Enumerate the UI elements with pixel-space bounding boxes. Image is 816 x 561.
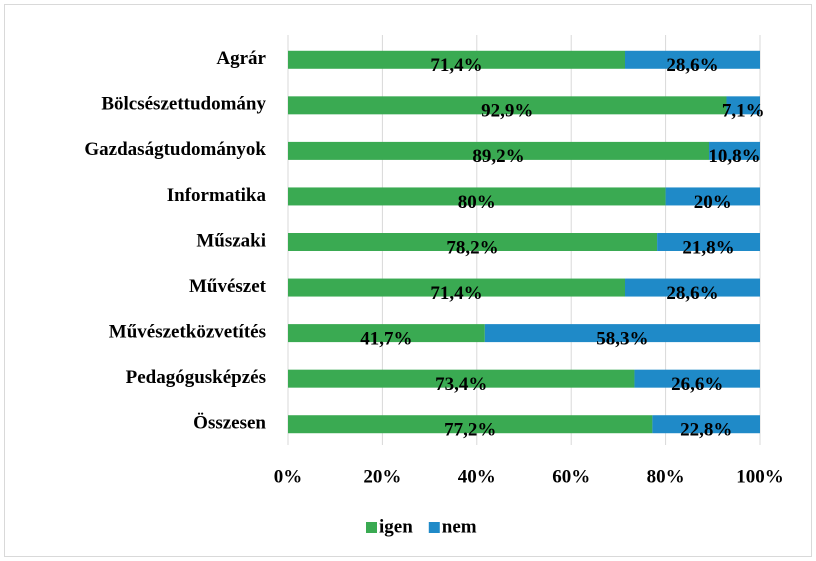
bar-segment — [288, 415, 653, 434]
x-tick-label: 20% — [363, 466, 401, 487]
value-label: 92,9% — [481, 101, 533, 122]
y-tick-label: Bölcsészettudomány — [101, 94, 266, 115]
value-label: 77,2% — [444, 420, 496, 441]
value-label: 41,7% — [360, 328, 412, 349]
value-label: 22,8% — [680, 420, 732, 441]
bar-segment — [288, 278, 626, 297]
bar-segment — [288, 324, 485, 343]
value-label: 7,1% — [722, 101, 765, 122]
y-tick-label: Pedagógusképzés — [126, 367, 266, 388]
value-label: 89,2% — [472, 146, 524, 167]
y-tick-label: Agrár — [216, 48, 266, 69]
value-label: 78,2% — [446, 237, 498, 258]
legend-swatch — [428, 522, 440, 533]
bar-segment — [288, 50, 626, 69]
bar-segment — [634, 369, 760, 388]
bar-segment — [652, 415, 760, 434]
bar-segment — [726, 96, 760, 115]
value-label: 80% — [458, 192, 496, 213]
value-label: 71,4% — [430, 55, 482, 76]
value-label: 28,6% — [666, 283, 718, 304]
bar-segment — [625, 278, 760, 297]
value-label: 10,8% — [708, 146, 760, 167]
bar-segment — [288, 96, 727, 115]
value-label: 26,6% — [671, 374, 723, 395]
value-label: 20% — [694, 192, 732, 213]
x-tick-label: 0% — [274, 466, 303, 487]
bar-segment — [288, 233, 658, 251]
value-label: 21,8% — [682, 237, 734, 258]
bar-segment — [657, 233, 760, 251]
y-tick-label: Informatika — [167, 185, 267, 206]
x-tick-label: 100% — [736, 466, 784, 487]
y-tick-label: Művészetközvetítés — [109, 321, 266, 342]
value-label: 71,4% — [430, 283, 482, 304]
legend-swatch — [366, 522, 377, 533]
y-tick-label: Összesen — [193, 413, 266, 434]
bar-segment — [288, 187, 666, 206]
x-tick-label: 60% — [552, 466, 590, 487]
bar-segment — [484, 324, 760, 343]
value-label: 58,3% — [596, 328, 648, 349]
bar-segment — [288, 141, 710, 160]
y-tick-label: Gazdaságtudományok — [84, 139, 266, 160]
y-tick-label: Műszaki — [196, 230, 266, 251]
x-tick-label: 80% — [647, 466, 685, 487]
bar-segment — [625, 50, 760, 69]
y-tick-label: Művészet — [189, 276, 267, 297]
bar-segment — [709, 141, 760, 160]
x-tick-label: 40% — [458, 466, 496, 487]
value-label: 73,4% — [435, 374, 487, 395]
bar-segment — [665, 187, 760, 206]
legend-label: nem — [442, 516, 477, 537]
value-label: 28,6% — [666, 55, 718, 76]
bar-segment — [288, 369, 635, 388]
legend-label: igen — [379, 516, 413, 537]
